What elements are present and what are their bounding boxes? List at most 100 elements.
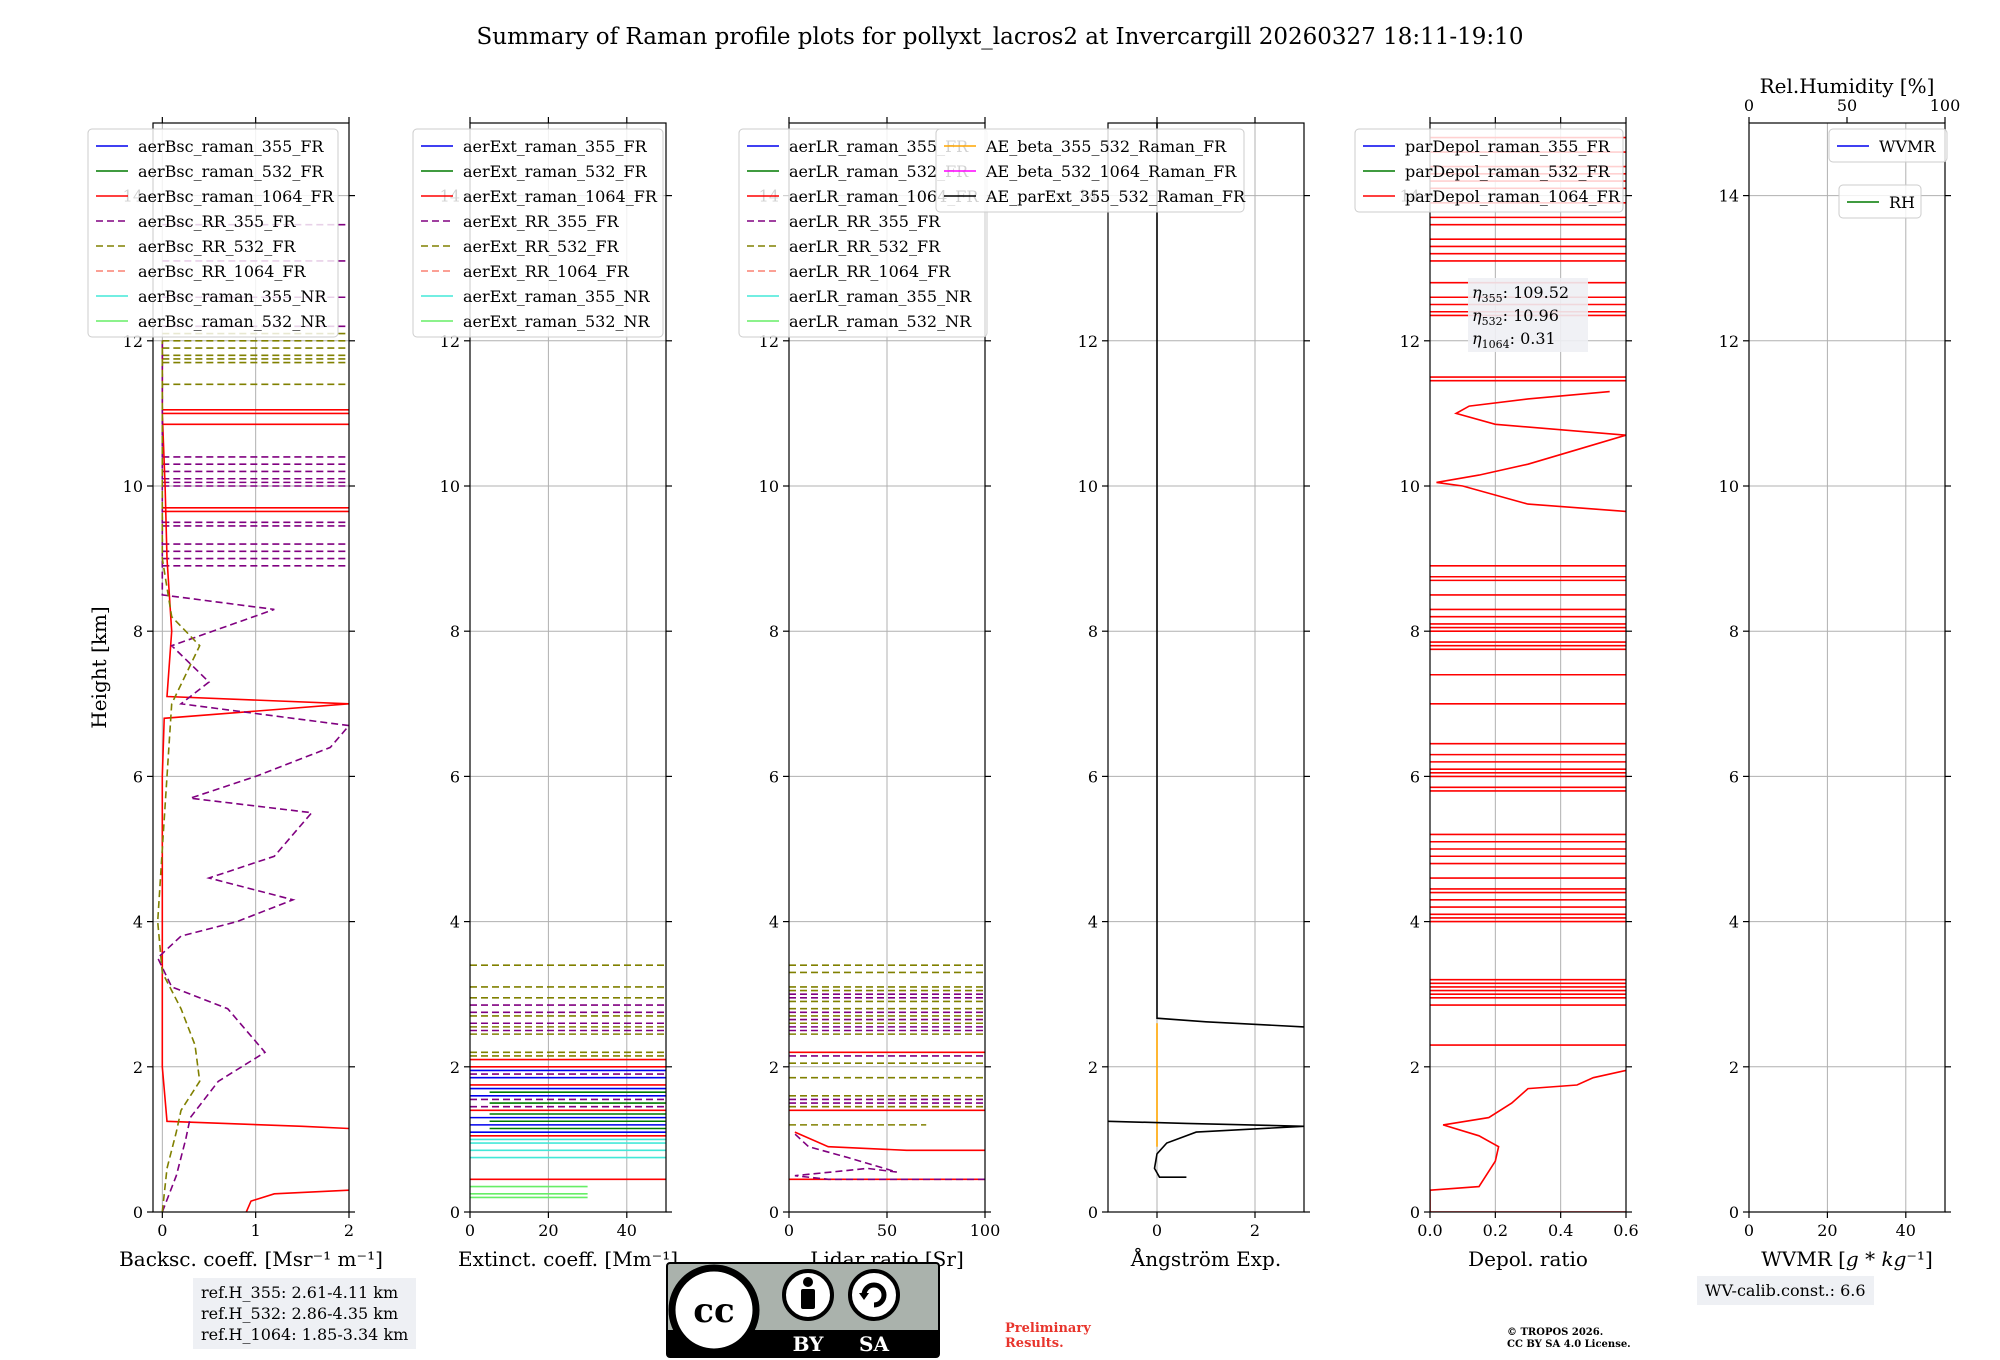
legend-label-ae-beta-355-532-raman-fr: AE_beta_355_532_Raman_FR [985, 137, 1227, 156]
series-aerbsc-raman-1064-fr [161, 340, 349, 1130]
eta-subscript: 532 [1482, 315, 1503, 328]
y-tick-label: 6 [1729, 767, 1739, 786]
cc-badge-sa-label: SA [859, 1332, 889, 1356]
x-tick-label: 20 [538, 1221, 558, 1240]
legend-box [738, 128, 988, 338]
axes-frame [1748, 122, 1946, 1213]
eta-box [1468, 278, 1588, 352]
legend-label-aerlr-rr-1064-fr: aerLR_RR_1064_FR [789, 262, 951, 281]
legend-label-ae-parext-355-532-raman-fr: AE_parExt_355_532_Raman_FR [985, 187, 1246, 206]
legend-box [412, 128, 664, 338]
eta-value: : 0.31 [1510, 329, 1556, 348]
x-axis-label: Backsc. coeff. [Msr⁻¹ m⁻¹] [119, 1247, 383, 1271]
y-tick-label: 12 [1719, 332, 1739, 351]
cc-by-sa-badge: cc BY SA [666, 1262, 940, 1358]
top-x-axis-label: Rel.Humidity [%] [1760, 74, 1935, 98]
axes-frame [152, 122, 350, 1213]
panel-data [789, 964, 985, 1181]
preliminary-line-1: Preliminary [1005, 1321, 1091, 1336]
y-tick-label: 8 [769, 622, 779, 641]
preliminary-results-note: Preliminary Results. [1005, 1321, 1091, 1351]
copyright-line-2: CC BY SA 4.0 License. [1507, 1339, 1631, 1350]
series-aerbsc-rr-532-fr [156, 340, 201, 1212]
legend-label-aerbsc-raman-532-nr: aerBsc_raman_532_NR [138, 312, 327, 331]
y-tick-label: 4 [1729, 913, 1739, 932]
y-tick-label: 2 [1410, 1058, 1420, 1077]
y-tick-label: 6 [450, 767, 460, 786]
y-tick-label: 10 [1719, 477, 1739, 496]
share-alike-arrow-arc [861, 1282, 887, 1308]
legend-label-aerext-rr-355-fr: aerExt_RR_355_FR [463, 212, 620, 231]
y-tick-label: 8 [450, 622, 460, 641]
eta-symbol: η [1472, 283, 1482, 302]
x-tick-label: 20 [1817, 1221, 1837, 1240]
y-tick-label: 4 [1410, 913, 1420, 932]
y-tick-label: 8 [1729, 622, 1739, 641]
y-tick-label: 0 [133, 1203, 143, 1222]
legend-label-aerlr-raman-532-nr: aerLR_raman_532_NR [789, 312, 972, 331]
series-aerlr-raman-1064-fr [794, 1131, 985, 1152]
series-pardepol-raman-1064-fr [1436, 390, 1626, 513]
panel-angstrom: 0202468101214Ångström Exp.AE_beta_355_53… [935, 117, 1310, 1271]
x-axis-label-part: * [1859, 1247, 1882, 1271]
wv-calibration-box: WV-calib.const.: 6.6 [1697, 1276, 1874, 1305]
series-ae-parext-355-532-raman-fr [1156, 123, 1304, 1028]
legend-label-rh: RH [1889, 193, 1915, 212]
x-axis-label-part: WVMR [ [1761, 1247, 1846, 1271]
y-tick-label: 10 [1400, 477, 1420, 496]
y-tick-label: 12 [1078, 332, 1098, 351]
legend-label-pardepol-raman-355-fr: parDepol_raman_355_FR [1405, 137, 1611, 156]
y-tick-label: 0 [769, 1203, 779, 1222]
x-axis-label-part: ] [1925, 1247, 1933, 1271]
x-axis-label-part: g [1846, 1247, 1859, 1271]
x-tick-label: 0 [465, 1221, 475, 1240]
y-tick-label: 10 [1078, 477, 1098, 496]
reference-height-box: ref.H_355: 2.61-4.11 km ref.H_532: 2.86-… [193, 1278, 417, 1349]
y-tick-label: 0 [450, 1203, 460, 1222]
panel-data [470, 964, 666, 1199]
legend-label-pardepol-raman-1064-fr: parDepol_raman_1064_FR [1405, 187, 1621, 206]
legend-label-aerext-rr-1064-fr: aerExt_RR_1064_FR [463, 262, 630, 281]
y-tick-label: 8 [1088, 622, 1098, 641]
legend-label-wvmr: WVMR [1879, 137, 1936, 156]
legend-label-aerext-raman-532-fr: aerExt_raman_532_FR [463, 162, 648, 181]
x-tick-label: 40 [1896, 1221, 1916, 1240]
reference-height-355: ref.H_355: 2.61-4.11 km [201, 1283, 399, 1302]
series-aerlr-rr-355-fr [792, 1131, 985, 1181]
panel-depolarization: 0.00.20.40.602468101214Depol. ratioparDe… [1354, 117, 1639, 1271]
reference-height-1064: ref.H_1064: 1.85-3.34 km [201, 1325, 409, 1344]
y-tick-label: 0 [1729, 1203, 1739, 1222]
y-tick-label: 6 [133, 767, 143, 786]
legend-label-aerlr-raman-1064-fr: aerLR_raman_1064_FR [789, 187, 979, 206]
legend-label-aerext-raman-532-nr: aerExt_raman_532_NR [463, 312, 651, 331]
series-aerbsc-raman-1064-fr [245, 1189, 349, 1212]
legend-box-rh [1838, 184, 1922, 219]
legend-label-aerlr-raman-355-fr: aerLR_raman_355_FR [789, 137, 969, 156]
eta-value: : 109.52 [1503, 283, 1569, 302]
y-tick-label: 2 [133, 1058, 143, 1077]
eta-1064: η1064: 0.31 [1472, 329, 1556, 351]
legend-label-aerlr-rr-532-fr: aerLR_RR_532_FR [789, 237, 941, 256]
eta-symbol: η [1472, 306, 1482, 325]
legend-label-aerlr-raman-355-nr: aerLR_raman_355_NR [789, 287, 972, 306]
x-tick-label: 0.6 [1613, 1221, 1638, 1240]
panel-extinction: 0204002468101214Extinct. coeff. [Mm⁻¹]ae… [412, 117, 678, 1271]
y-tick-label: 10 [759, 477, 779, 496]
x-tick-label: 50 [877, 1221, 897, 1240]
y-tick-label: 12 [1400, 332, 1420, 351]
legend-label-aerbsc-rr-355-fr: aerBsc_RR_355_FR [138, 212, 296, 231]
y-tick-label: 10 [123, 477, 143, 496]
y-axis-label: Height [km] [87, 606, 111, 728]
x-tick-label: 0.0 [1417, 1221, 1442, 1240]
legend-box [87, 128, 339, 338]
y-tick-label: 4 [133, 913, 143, 932]
share-alike-arrow-head [859, 1293, 869, 1300]
series-pardepol-raman-1064-fr [1430, 1069, 1626, 1212]
legend-label-aerbsc-rr-1064-fr: aerBsc_RR_1064_FR [138, 262, 307, 281]
x-tick-label: 0.4 [1548, 1221, 1573, 1240]
x-axis-label: Extinct. coeff. [Mm⁻¹] [458, 1247, 678, 1271]
cc-badge-by-label: BY [793, 1332, 825, 1356]
x-tick-label: 0 [1152, 1221, 1162, 1240]
